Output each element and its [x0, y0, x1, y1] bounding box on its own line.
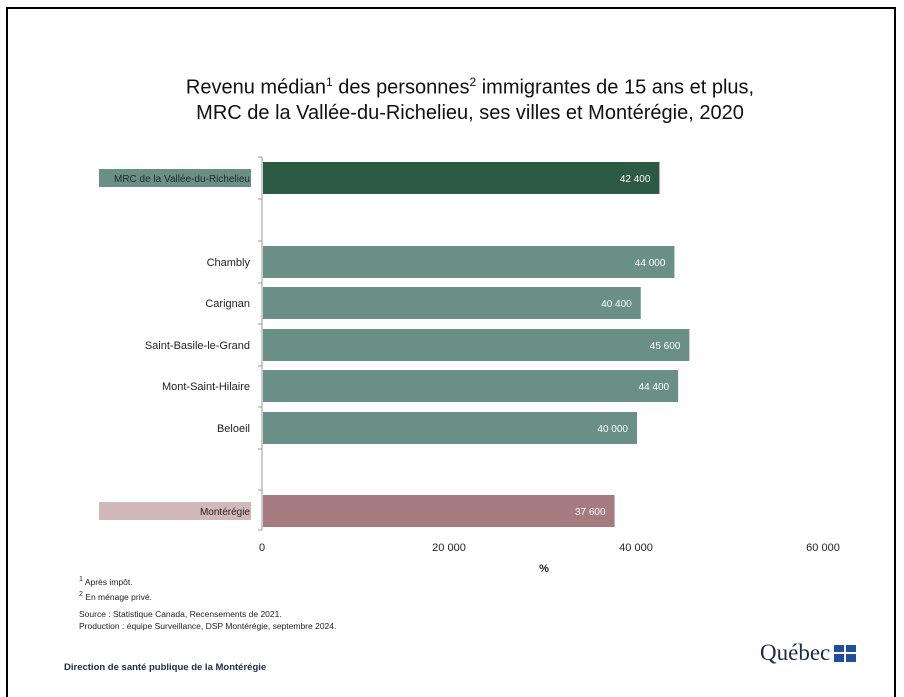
x-axis-label: % [539, 563, 549, 575]
fleur-de-lis-flag-icon [834, 644, 857, 662]
data-label: 40 000 [597, 424, 628, 435]
data-label: 44 400 [639, 382, 670, 393]
x-tick-label: 20 000 [432, 542, 466, 554]
bar-monteregie [263, 495, 615, 527]
data-label: 44 000 [635, 258, 666, 269]
footnotes: 1 Après impôt. 2 En ménage privé. Source… [79, 573, 336, 632]
source-note: Source : Statistique Canada, Recensement… [79, 608, 282, 619]
x-tick-label: 60 000 [806, 542, 840, 554]
x-tick-label: 0 [259, 542, 265, 554]
data-label: 42 400 [620, 174, 651, 185]
category-label-highlight [99, 169, 251, 187]
category-label: Montérégie [200, 507, 250, 518]
bar-saint-basile-le-grand [263, 329, 690, 361]
category-label: Beloeil [217, 423, 250, 435]
data-label: 37 600 [575, 507, 606, 518]
category-label: MRC de la Vallée-du-Richelieu [114, 174, 250, 185]
category-label: Carignan [205, 298, 250, 310]
chart-title: Revenu médian1 des personnes2 immigrante… [60, 70, 880, 126]
bar-carignan [263, 287, 641, 319]
data-label: 40 400 [601, 299, 632, 310]
category-label: Saint-Basile-le-Grand [145, 340, 250, 352]
chart-title-line2: MRC de la Vallée-du-Richelieu, ses ville… [196, 101, 744, 124]
chart-title-line1: Revenu médian1 des personnes2 immigrante… [185, 75, 755, 99]
footnote-2: 2 En ménage privé. [79, 589, 152, 602]
category-label: Chambly [207, 257, 251, 269]
slide-frame [6, 7, 896, 697]
footnote-1: 1 Après impôt. [79, 575, 133, 587]
organization-name: Direction de santé publique de la Montér… [64, 662, 267, 673]
production-note: Production : équipe Surveillance, DSP Mo… [79, 620, 337, 631]
bar-mont-saint-hilaire [263, 370, 679, 402]
category-label: Mont-Saint-Hilaire [162, 381, 250, 393]
logo-wordmark: Québec [760, 640, 831, 665]
bar-mrc-de-la-vallee-du-richelieu [263, 162, 660, 194]
bar-chambly [263, 246, 675, 278]
category-label-highlight [99, 502, 251, 520]
quebec-logo: Québec [760, 640, 857, 666]
x-tick-label: 40 000 [619, 542, 653, 554]
data-label: 45 600 [650, 341, 681, 352]
bar-beloeil [263, 412, 637, 444]
